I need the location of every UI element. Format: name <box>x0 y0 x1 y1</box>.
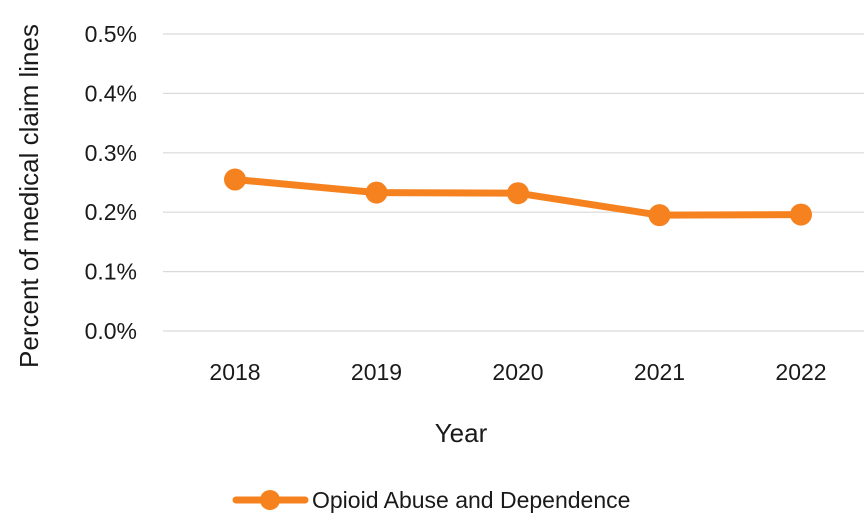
data-point <box>365 181 388 204</box>
gridlines <box>163 33 864 332</box>
x-axis-title: Year <box>435 418 488 448</box>
y-tick-label: 0.3% <box>85 140 137 166</box>
data-point <box>648 204 671 227</box>
y-axis-title: Percent of medical claim lines <box>14 24 44 368</box>
legend-marker-swatch <box>260 490 280 510</box>
x-tick-label: 2019 <box>351 359 402 385</box>
x-axis-ticks: 2018 2019 2020 2021 2022 <box>209 359 826 385</box>
y-tick-label: 0.5% <box>85 21 137 47</box>
data-point <box>507 182 529 205</box>
legend: Opioid Abuse and Dependence <box>232 487 630 513</box>
data-point <box>224 168 246 191</box>
y-axis-ticks: 0.0% 0.1% 0.2% 0.3% 0.4% 0.5% <box>85 21 137 344</box>
x-tick-label: 2018 <box>209 359 260 385</box>
y-tick-label: 0.1% <box>85 259 137 285</box>
y-tick-label: 0.4% <box>85 80 137 106</box>
y-tick-label: 0.2% <box>85 199 137 225</box>
y-tick-label: 0.0% <box>85 318 137 344</box>
x-tick-label: 2022 <box>775 359 826 385</box>
x-tick-label: 2021 <box>634 359 685 385</box>
data-point <box>790 203 812 226</box>
x-tick-label: 2020 <box>492 359 543 385</box>
legend-label: Opioid Abuse and Dependence <box>312 487 630 513</box>
series-layer <box>224 168 812 227</box>
